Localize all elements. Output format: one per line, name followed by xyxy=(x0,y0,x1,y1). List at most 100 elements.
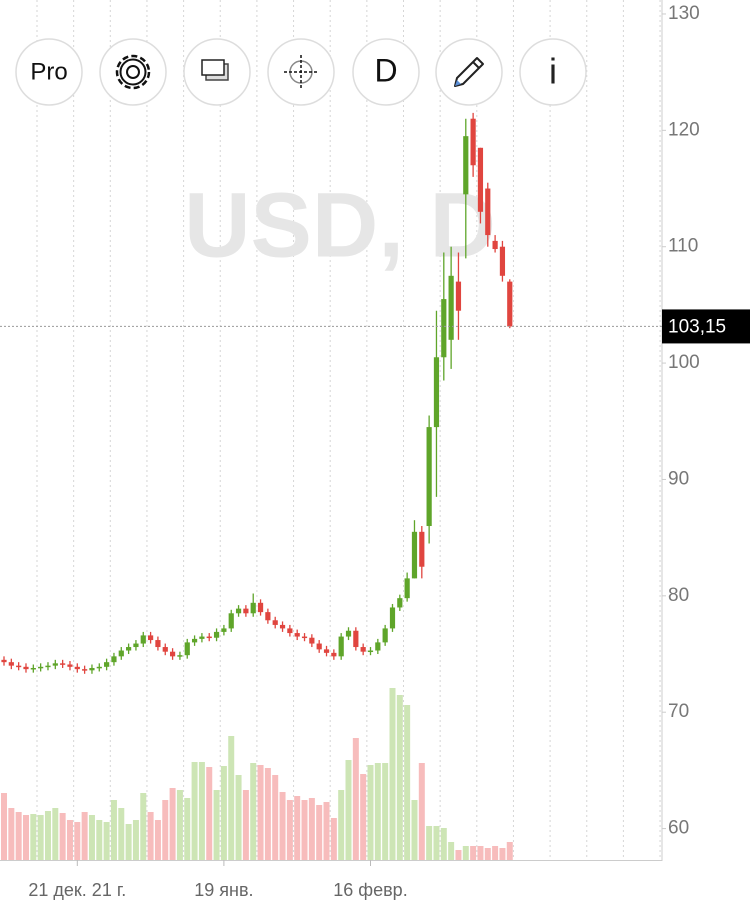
pencil-icon xyxy=(454,57,484,87)
volume-bar xyxy=(484,848,491,860)
y-tick-label: 60 xyxy=(668,818,689,839)
last-price-label: 103,15 xyxy=(668,316,726,337)
candle-body xyxy=(419,531,425,567)
candle-body xyxy=(206,636,212,639)
volume-bar xyxy=(308,798,315,860)
settings-button[interactable] xyxy=(99,38,167,106)
volume-bar xyxy=(213,790,220,860)
candle-body xyxy=(492,240,498,250)
volume-bar xyxy=(59,813,66,860)
candle-body xyxy=(118,650,124,657)
volume-bar xyxy=(279,792,286,860)
candle-body xyxy=(23,666,29,670)
volume-bar xyxy=(411,800,418,860)
candle-body xyxy=(272,620,278,625)
volume-bar xyxy=(323,802,330,860)
pro-label[interactable]: Pro xyxy=(30,58,67,85)
last-price-box xyxy=(662,309,750,344)
volume-bar xyxy=(396,695,403,860)
candle-body xyxy=(309,637,315,644)
axes: 60 70 80 90 100 110 120 130 21 дек. 21 г. 19 янв.… xyxy=(0,3,750,900)
info-button[interactable]: i xyxy=(519,38,587,106)
candle-body xyxy=(338,636,344,657)
volume-bar xyxy=(206,767,213,860)
volume-bar xyxy=(426,826,433,860)
volume-bar xyxy=(367,765,374,860)
volume-bar xyxy=(506,842,513,860)
volume-bar xyxy=(37,815,44,860)
candle-body xyxy=(52,663,58,666)
volume-bar xyxy=(220,766,227,860)
volume-bar xyxy=(235,775,242,860)
candle-body xyxy=(507,281,513,327)
candle-body xyxy=(375,642,381,651)
candle-body xyxy=(184,642,190,656)
candle-body xyxy=(441,299,447,358)
y-tick-label: 80 xyxy=(668,585,689,606)
volume-bar xyxy=(448,842,455,860)
pro-button[interactable]: Pro xyxy=(15,38,83,106)
button-circle[interactable] xyxy=(15,38,83,106)
candle-body xyxy=(301,636,308,639)
candle-body xyxy=(38,666,44,669)
volume-bar xyxy=(433,826,440,860)
layouts-button[interactable] xyxy=(183,38,251,106)
volume-bar xyxy=(374,763,381,860)
candle-body xyxy=(279,624,286,629)
interval-button[interactable]: D xyxy=(352,38,420,106)
candle-body xyxy=(177,655,183,657)
y-tick-label: 70 xyxy=(668,701,689,722)
candle-body xyxy=(433,357,440,428)
volume-bar xyxy=(162,800,169,860)
candle-body xyxy=(243,608,249,614)
button-circle[interactable] xyxy=(352,38,420,106)
volume-bar xyxy=(125,824,132,860)
volume-bar xyxy=(154,820,161,860)
candle-body xyxy=(235,608,242,614)
candle-body xyxy=(8,662,14,666)
volume-bar xyxy=(44,811,51,860)
candle-body xyxy=(16,665,22,668)
candle-body xyxy=(250,602,256,614)
info-label[interactable]: i xyxy=(549,51,557,92)
grid xyxy=(36,0,661,860)
candle-body xyxy=(411,531,418,579)
volume-bar xyxy=(389,688,396,860)
volume-bar xyxy=(360,774,367,860)
button-circle[interactable] xyxy=(519,38,587,106)
button-circle[interactable] xyxy=(99,38,167,106)
volume-bar xyxy=(301,800,308,860)
button-circle[interactable] xyxy=(435,38,503,106)
gear-ring xyxy=(119,58,147,86)
pencil-tip xyxy=(455,80,461,86)
candle-body xyxy=(426,427,432,527)
crosshair-button[interactable] xyxy=(267,38,335,106)
candle-body xyxy=(353,630,359,648)
volume-bar xyxy=(169,788,176,860)
candle-body xyxy=(499,246,506,276)
toolbar: Pro D i xyxy=(15,38,587,106)
candle-body xyxy=(89,667,95,671)
candle-body xyxy=(199,636,205,639)
candle-body xyxy=(367,650,374,653)
volume-bar xyxy=(382,763,389,860)
draw-button[interactable] xyxy=(435,38,503,106)
candle-body xyxy=(30,667,36,670)
volume-bar xyxy=(404,705,411,860)
volume-bar xyxy=(352,738,359,860)
volume-bar xyxy=(191,762,198,860)
candle-body xyxy=(470,118,476,166)
x-tick-label: 16 февр. xyxy=(333,880,407,900)
volume-bar xyxy=(88,815,95,860)
candle-body xyxy=(155,640,161,648)
candle-body xyxy=(477,147,484,212)
volume-bar xyxy=(440,828,447,860)
interval-label[interactable]: D xyxy=(374,52,397,88)
x-tick-label: 21 дек. 21 г. xyxy=(28,880,126,900)
layout-front xyxy=(201,59,225,76)
candle-body xyxy=(133,643,139,648)
volume-bar xyxy=(8,808,15,860)
candle-body xyxy=(104,662,110,667)
